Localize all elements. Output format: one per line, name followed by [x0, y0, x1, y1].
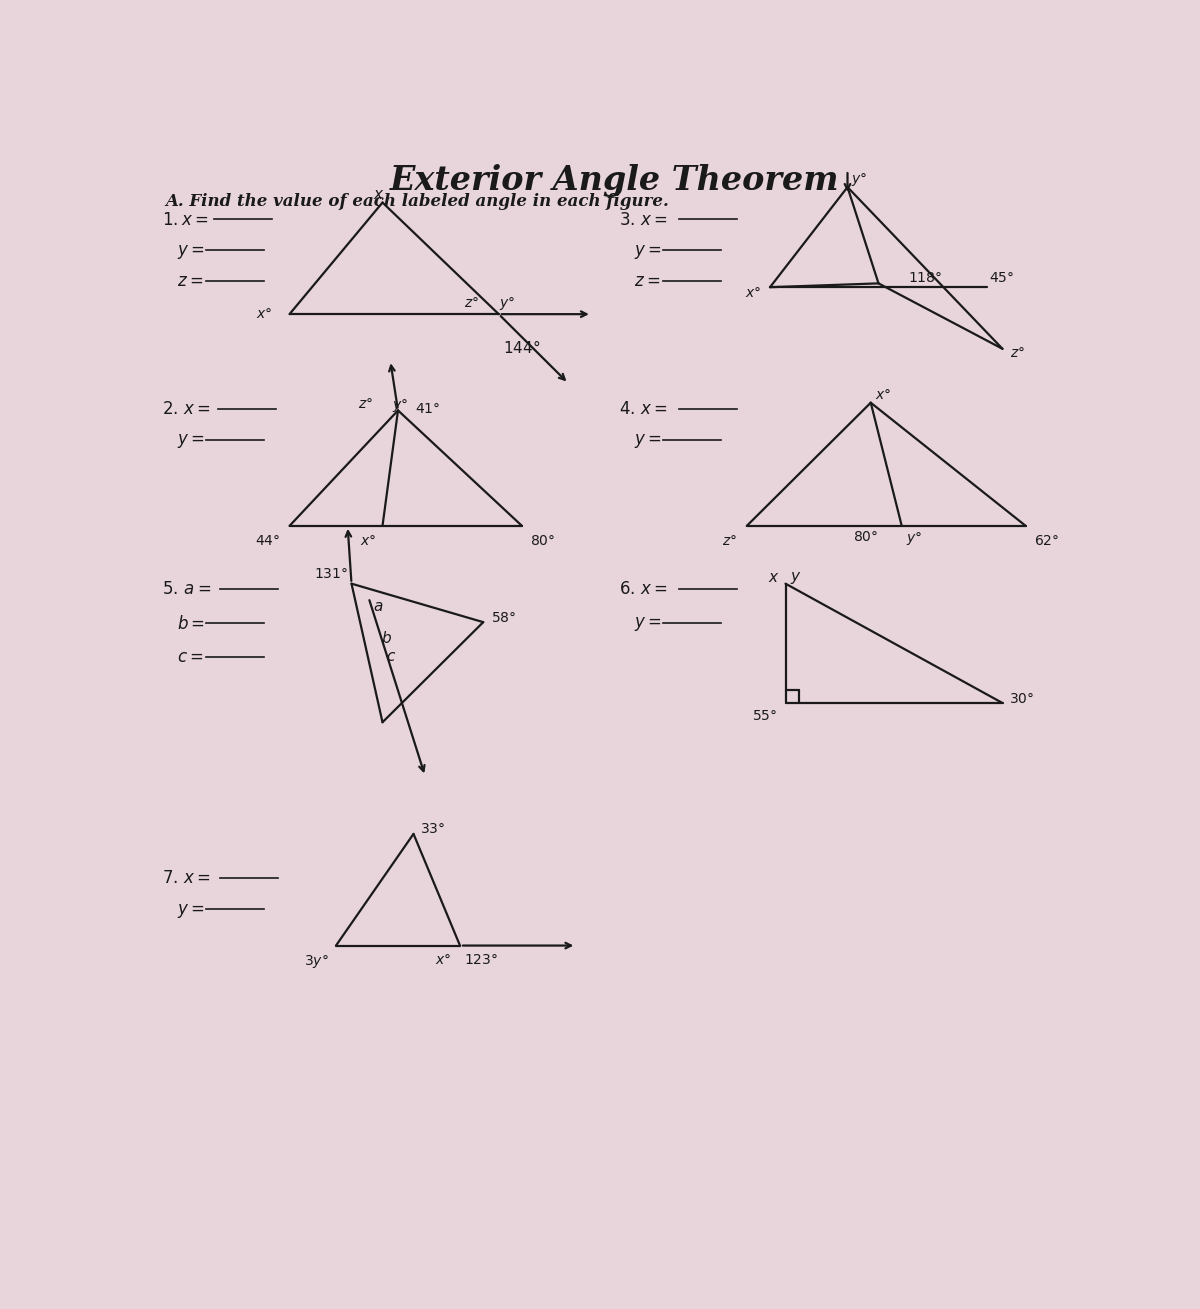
Text: $y=$: $y=$: [178, 432, 205, 450]
Text: $44°$: $44°$: [254, 534, 281, 547]
Text: $2.\,x=$: $2.\,x=$: [162, 401, 211, 418]
Text: $y=$: $y=$: [635, 242, 662, 260]
Text: $144°$: $144°$: [504, 339, 541, 356]
Text: $80°$: $80°$: [529, 534, 556, 547]
Text: $c=$: $c=$: [178, 649, 204, 666]
Text: $b=$: $b=$: [178, 615, 205, 634]
Text: $z=$: $z=$: [635, 274, 660, 291]
Text: $y°$: $y°$: [851, 171, 868, 188]
Text: $4.\,x=$: $4.\,x=$: [619, 401, 668, 418]
Text: $55°$: $55°$: [752, 709, 778, 723]
Text: $y°$: $y°$: [499, 295, 515, 312]
Text: $7.\,x=$: $7.\,x=$: [162, 870, 211, 888]
Text: $3y°$: $3y°$: [304, 953, 329, 970]
Text: $z°$: $z°$: [359, 397, 373, 411]
Text: $x°$: $x°$: [875, 387, 890, 402]
Text: $y=$: $y=$: [178, 242, 205, 260]
Text: $y$: $y$: [790, 569, 802, 585]
Text: $1.x=$: $1.x=$: [162, 212, 208, 229]
Text: $3.\,x=$: $3.\,x=$: [619, 212, 668, 229]
Text: Exterior Angle Theorem: Exterior Angle Theorem: [390, 164, 840, 198]
Text: $y=$: $y=$: [635, 432, 662, 450]
Text: $131°$: $131°$: [313, 567, 348, 581]
Text: $5.\,a=$: $5.\,a=$: [162, 581, 211, 598]
Text: $y°$: $y°$: [906, 530, 922, 547]
Text: $x°$: $x°$: [434, 953, 451, 967]
Text: $62°$: $62°$: [1033, 534, 1058, 547]
Text: $6.\,x=$: $6.\,x=$: [619, 581, 668, 598]
Text: $41°$: $41°$: [415, 402, 440, 416]
Text: $x°$: $x°$: [257, 308, 272, 321]
Text: $x°$: $x°$: [360, 534, 377, 547]
Text: $45°$: $45°$: [989, 271, 1014, 285]
Text: $x$: $x$: [373, 187, 384, 202]
Text: $y°$: $y°$: [391, 398, 408, 414]
Text: $z°$: $z°$: [1010, 346, 1025, 360]
Text: A. Find the value of each labeled angle in each figure.: A. Find the value of each labeled angle …: [166, 194, 670, 211]
Text: $z°$: $z°$: [722, 534, 738, 547]
Text: $x$: $x$: [768, 571, 779, 585]
Text: $y=$: $y=$: [178, 902, 205, 920]
Text: $y=$: $y=$: [635, 615, 662, 634]
Text: $x°$: $x°$: [744, 287, 761, 300]
Text: $80°$: $80°$: [853, 530, 878, 543]
Text: $58°$: $58°$: [491, 611, 516, 626]
Text: $118°$: $118°$: [908, 271, 942, 285]
Text: $123°$: $123°$: [464, 953, 498, 967]
Text: $b$: $b$: [380, 630, 392, 645]
Text: $z°$: $z°$: [464, 296, 479, 310]
Text: $30°$: $30°$: [1009, 692, 1034, 706]
Text: $c$: $c$: [385, 649, 396, 664]
Text: $33°$: $33°$: [420, 822, 445, 836]
Text: $z=$: $z=$: [178, 274, 203, 291]
Text: $a$: $a$: [373, 600, 384, 614]
